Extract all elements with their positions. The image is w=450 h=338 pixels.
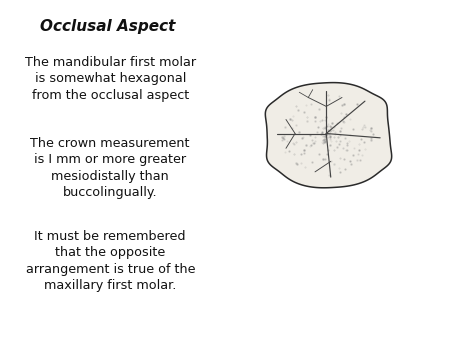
Text: Occlusal Aspect: Occlusal Aspect xyxy=(40,19,176,33)
Text: It must be remembered
that the opposite
arrangement is true of the
maxillary fir: It must be remembered that the opposite … xyxy=(26,230,195,292)
Polygon shape xyxy=(266,82,392,188)
Text: The mandibular first molar
is somewhat hexagonal
from the occlusal aspect: The mandibular first molar is somewhat h… xyxy=(25,56,196,102)
Text: The crown measurement
is I mm or more greater
mesiodistally than
buccolingually.: The crown measurement is I mm or more gr… xyxy=(31,137,190,199)
